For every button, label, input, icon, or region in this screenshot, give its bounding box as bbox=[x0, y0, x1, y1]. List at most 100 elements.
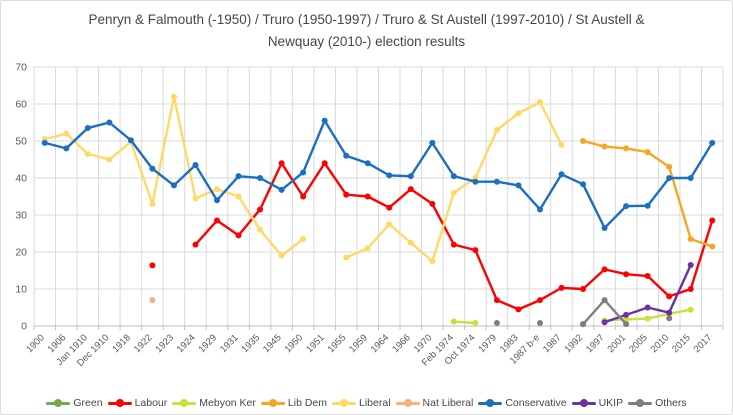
x-axis-label: 2005 bbox=[627, 332, 650, 355]
legend-item-conservative: Conservative bbox=[478, 397, 567, 409]
data-point-others bbox=[536, 320, 543, 327]
x-axis-label: 1959 bbox=[347, 332, 370, 355]
data-point-liberal bbox=[493, 126, 500, 133]
x-axis-label: 1900 bbox=[24, 332, 47, 355]
data-point-liberal bbox=[84, 150, 91, 157]
data-point-labour bbox=[278, 160, 285, 167]
data-point-labour bbox=[214, 217, 221, 224]
data-point-ukip bbox=[687, 261, 694, 268]
data-point-labour bbox=[580, 286, 587, 292]
data-point-labour bbox=[601, 266, 608, 273]
x-axis-label: 1929 bbox=[196, 332, 219, 355]
x-axis-label: 2001 bbox=[606, 332, 629, 355]
data-point-conservative bbox=[84, 125, 91, 132]
data-point-liberal bbox=[536, 99, 543, 106]
legend-label: UKIP bbox=[598, 397, 624, 409]
data-point-liberal bbox=[257, 226, 264, 233]
data-point-conservative bbox=[343, 152, 350, 159]
data-point-conservative bbox=[170, 182, 177, 189]
data-point-conservative bbox=[127, 137, 134, 144]
data-point-liberal bbox=[214, 186, 221, 193]
data-point-labour bbox=[709, 217, 716, 224]
data-point-conservative bbox=[515, 182, 522, 189]
data-point-conservative bbox=[666, 175, 673, 181]
data-point-conservative bbox=[472, 178, 479, 185]
data-point-conservative bbox=[192, 162, 199, 169]
data-point-ukip bbox=[666, 309, 673, 316]
x-axis-label: 1951 bbox=[304, 332, 327, 355]
data-point-conservative bbox=[536, 206, 543, 213]
data-point-conservative bbox=[644, 202, 651, 209]
data-point-liberal bbox=[364, 245, 371, 252]
data-point-labour bbox=[472, 247, 479, 254]
data-point-labour bbox=[343, 191, 350, 198]
x-axis-label: 2015 bbox=[670, 332, 693, 355]
data-point-labour bbox=[450, 241, 457, 248]
data-point-conservative bbox=[623, 203, 630, 210]
x-axis-label: 1966 bbox=[390, 332, 413, 355]
data-point-conservative bbox=[386, 172, 393, 179]
data-point-lib-dem bbox=[601, 143, 608, 150]
data-point-labour bbox=[536, 297, 543, 304]
data-point-liberal bbox=[386, 221, 393, 228]
legend-line-marker-icon bbox=[107, 399, 132, 408]
data-point-liberal bbox=[300, 236, 307, 243]
data-point-labour bbox=[407, 186, 414, 193]
data-point-ukip bbox=[644, 304, 651, 311]
legend-item-ukip: UKIP bbox=[571, 397, 624, 409]
data-point-conservative bbox=[235, 173, 242, 180]
data-point-mebyon-ker bbox=[450, 318, 457, 325]
legend-item-mebyon-ker: Mebyon Ker bbox=[172, 397, 256, 409]
data-point-conservative bbox=[278, 186, 285, 193]
data-point-labour bbox=[192, 241, 199, 248]
data-point-liberal bbox=[450, 189, 457, 196]
data-point-conservative bbox=[407, 173, 414, 180]
data-point-conservative bbox=[106, 119, 113, 126]
data-point-labour bbox=[149, 262, 156, 269]
x-axis-label: 1945 bbox=[261, 332, 284, 355]
series-line-lib-dem bbox=[581, 139, 714, 248]
legend-line-marker-icon bbox=[260, 399, 285, 408]
data-point-nat-liberal bbox=[149, 297, 156, 304]
x-axis-label: 1931 bbox=[218, 332, 241, 355]
data-point-labour bbox=[386, 204, 393, 211]
data-point-others bbox=[601, 297, 608, 304]
data-point-liberal bbox=[429, 258, 436, 265]
y-axis-label: 30 bbox=[15, 210, 27, 222]
data-point-conservative bbox=[687, 175, 694, 181]
data-point-liberal bbox=[278, 252, 285, 259]
data-point-labour bbox=[235, 232, 242, 239]
data-point-labour bbox=[623, 271, 630, 278]
data-point-conservative bbox=[364, 160, 371, 167]
legend-label: Conservative bbox=[505, 397, 567, 409]
legend-item-lib-dem: Lib Dem bbox=[260, 397, 327, 409]
data-point-liberal bbox=[106, 156, 113, 163]
x-axis-label: 1987 bbox=[541, 332, 564, 355]
data-point-liberal bbox=[515, 110, 522, 117]
data-point-conservative bbox=[493, 178, 500, 185]
x-axis-label: 1992 bbox=[562, 332, 585, 355]
data-point-labour bbox=[644, 273, 651, 280]
legend-item-others: Others bbox=[628, 397, 687, 409]
data-point-conservative bbox=[214, 197, 221, 204]
data-point-conservative bbox=[580, 181, 587, 188]
legend-line-marker-icon bbox=[332, 399, 356, 408]
y-axis-label: 50 bbox=[15, 136, 27, 148]
data-point-lib-dem bbox=[709, 243, 716, 250]
data-point-labour bbox=[321, 160, 328, 167]
data-point-labour bbox=[429, 200, 436, 207]
data-point-liberal bbox=[343, 254, 350, 261]
legend-line-marker-icon bbox=[172, 399, 197, 408]
legend-label: Green bbox=[73, 397, 103, 409]
data-point-mebyon-ker bbox=[472, 320, 479, 327]
legend-line-marker-icon bbox=[571, 399, 596, 408]
data-point-mebyon-ker bbox=[687, 306, 694, 313]
data-point-labour bbox=[300, 193, 307, 200]
data-point-labour bbox=[493, 297, 500, 304]
data-point-lib-dem bbox=[580, 138, 587, 144]
data-point-conservative bbox=[429, 139, 436, 146]
data-point-conservative bbox=[558, 171, 565, 178]
legend-label: Others bbox=[655, 397, 687, 409]
data-point-liberal bbox=[170, 93, 177, 100]
